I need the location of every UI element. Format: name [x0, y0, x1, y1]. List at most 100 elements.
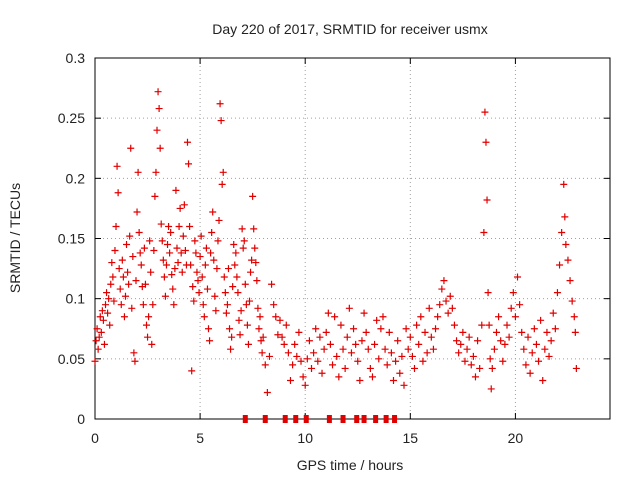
data-point: [320, 345, 328, 353]
data-point: [156, 144, 164, 152]
data-point: [175, 222, 183, 230]
data-point: [326, 340, 334, 348]
data-point: [440, 277, 448, 285]
y-axis-label: SRMTID / TECUs: [7, 183, 23, 293]
data-point: [242, 301, 250, 309]
y-tick-label: 0: [77, 411, 85, 427]
data-point: [104, 309, 112, 317]
data-point: [553, 289, 561, 297]
data-point: [149, 301, 157, 309]
y-tick-label: 0.2: [66, 170, 86, 186]
data-point: [217, 117, 225, 125]
data-point: [161, 292, 169, 300]
zero-marker: [303, 415, 309, 423]
data-point: [227, 345, 235, 353]
data-point: [373, 316, 381, 324]
data-point: [324, 309, 332, 317]
data-point: [301, 381, 309, 389]
data-point: [446, 292, 454, 300]
data-point: [208, 228, 216, 236]
data-point: [568, 297, 576, 305]
data-point: [202, 244, 210, 252]
data-point: [364, 345, 372, 353]
data-point: [91, 357, 99, 365]
data-point: [448, 304, 456, 312]
data-point: [545, 352, 553, 360]
data-point: [469, 352, 477, 360]
data-point: [92, 337, 100, 345]
data-point: [257, 337, 265, 345]
data-point: [303, 355, 311, 363]
data-point: [360, 309, 368, 317]
data-point: [268, 280, 276, 288]
data-point: [117, 301, 125, 309]
data-point: [377, 325, 385, 333]
data-point: [116, 285, 124, 293]
data-point: [371, 340, 379, 348]
data-point: [192, 249, 200, 257]
data-point: [562, 241, 570, 249]
data-point: [444, 309, 452, 317]
data-point: [226, 325, 234, 333]
data-point: [316, 333, 324, 341]
data-point: [126, 232, 134, 240]
data-points: [91, 88, 580, 423]
data-point: [385, 328, 393, 336]
data-point: [459, 328, 467, 336]
data-point: [231, 261, 239, 269]
data-point: [160, 273, 168, 281]
data-point: [111, 247, 119, 255]
data-point: [144, 333, 152, 341]
data-point: [121, 292, 129, 300]
data-point: [188, 367, 196, 375]
data-point: [421, 328, 429, 336]
data-point: [155, 105, 163, 113]
data-point: [114, 189, 122, 197]
data-point: [157, 220, 165, 228]
data-point: [201, 261, 209, 269]
data-point: [139, 301, 147, 309]
data-point: [291, 340, 299, 348]
data-point: [95, 333, 103, 341]
data-point: [254, 304, 262, 312]
data-point: [169, 285, 177, 293]
zero-marker: [383, 415, 389, 423]
data-point: [480, 228, 488, 236]
data-point: [423, 349, 431, 357]
axis-ticks: [94, 57, 610, 420]
data-point: [507, 304, 515, 312]
data-point: [191, 237, 199, 245]
data-point: [174, 259, 182, 267]
data-point: [96, 313, 104, 321]
data-point: [354, 357, 362, 365]
data-point: [505, 333, 513, 341]
data-point: [535, 357, 543, 365]
data-point: [347, 349, 355, 357]
data-point: [411, 364, 419, 372]
data-point: [434, 313, 442, 321]
data-point: [495, 313, 503, 321]
y-tick-label: 0.05: [58, 351, 85, 367]
data-point: [199, 301, 207, 309]
data-point: [133, 208, 141, 216]
zero-marker: [361, 415, 367, 423]
data-point: [200, 313, 208, 321]
data-point: [207, 249, 215, 257]
data-point: [209, 208, 217, 216]
data-point: [366, 364, 374, 372]
data-point: [394, 337, 402, 345]
x-tick-label: 5: [196, 430, 204, 446]
data-point: [179, 232, 187, 240]
data-point: [141, 280, 149, 288]
data-point: [379, 313, 387, 321]
data-point: [107, 280, 115, 288]
data-point: [203, 285, 211, 293]
data-point: [474, 337, 482, 345]
data-point: [167, 228, 175, 236]
chart-title: Day 220 of 2017, SRMTID for receiver usm…: [212, 21, 487, 37]
data-point: [492, 328, 500, 336]
data-point: [158, 237, 166, 245]
data-point: [189, 283, 197, 291]
data-point: [455, 349, 463, 357]
data-point: [256, 313, 264, 321]
